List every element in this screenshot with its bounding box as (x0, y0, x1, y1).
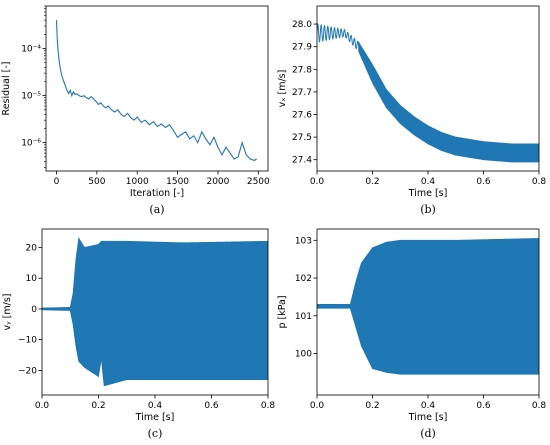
panel-c: 0.0 0.2 0.4 0.6 0.8 −20 −10 0 10 20 Time [s] vᵧ [m/… (2, 228, 276, 440)
x-tick-label: 0.0 (310, 401, 325, 411)
x-tick-label: 0.4 (148, 401, 163, 411)
y-tick-label: 100 (295, 350, 312, 360)
x-tick-label: 0.8 (532, 177, 547, 187)
x-tick-label: 0.0 (310, 177, 325, 187)
y-tick-label: −10 (18, 336, 37, 346)
y-tick-label: 103 (295, 236, 312, 246)
x-tick-label: 2000 (206, 177, 229, 187)
panel-caption: (a) (149, 203, 164, 216)
x-tick-label: 0.4 (421, 177, 436, 187)
x-axis-label: Iteration [-] (130, 188, 184, 199)
y-tick-label: 27.9 (292, 43, 312, 53)
series-line (55, 20, 257, 161)
x-tick-label: 0.6 (476, 177, 491, 187)
y-tick-label: 27.7 (292, 88, 312, 98)
plot-area (55, 20, 257, 161)
x-axis-label: Time [s] (135, 412, 175, 423)
x-tick-label: 0.2 (365, 401, 379, 411)
panel-a: 0 500 1000 1500 2000 2500 10⁻⁶ 10⁻⁵ 10⁻⁴ Iteratio… (1, 5, 270, 216)
y-tick-label: 10 (26, 274, 38, 284)
plot-area (317, 238, 539, 375)
y-axis-label: p [kPa] (277, 295, 288, 328)
x-tick-label: 0.0 (35, 401, 50, 411)
panel-caption: (d) (420, 427, 436, 440)
y-tick-label: 0 (31, 305, 37, 315)
x-axis-label: Time [s] (408, 412, 448, 423)
panel-d: 0.0 0.2 0.4 0.6 0.8 100 101 102 103 Time [s] p [kP… (277, 228, 547, 440)
y-tick-label: 101 (295, 312, 312, 322)
x-tick-label: 500 (88, 177, 105, 187)
plot-area (42, 237, 268, 387)
x-tick-label: 0.4 (421, 401, 436, 411)
x-tick-label: 0.8 (532, 401, 547, 411)
y-tick-label: −20 (18, 366, 37, 376)
y-tick-label: 10⁻⁴ (21, 45, 41, 55)
series-line-early (317, 23, 359, 50)
x-tick-label: 1500 (166, 177, 189, 187)
x-axis-label: Time [s] (408, 188, 448, 199)
y-tick-label: 20 (26, 243, 38, 253)
x-tick-label: 0 (54, 177, 60, 187)
plot-area (317, 23, 539, 163)
y-tick-label: 10⁻⁵ (21, 92, 41, 102)
panel-b: 0.0 0.2 0.4 0.6 0.8 27.4 27.5 27.6 27.7 27.8 27.9 2… (277, 5, 547, 216)
y-tick-label: 10⁻⁶ (21, 139, 41, 149)
panel-caption: (b) (420, 203, 436, 216)
axes-frame (45, 5, 269, 172)
y-tick-label: 27.6 (292, 110, 312, 120)
y-axis-label: Residual [-] (1, 62, 12, 116)
y-tick-label: 28.0 (292, 20, 312, 30)
y-tick-label: 27.8 (292, 65, 312, 75)
x-tick-label: 0.2 (365, 177, 379, 187)
y-axis-label: vₓ [m/s] (277, 70, 288, 108)
x-tick-label: 0.8 (261, 401, 276, 411)
y-tick-label: 27.5 (292, 133, 312, 143)
panel-caption: (c) (148, 427, 163, 440)
x-tick-label: 0.6 (476, 401, 491, 411)
y-axis-label: vᵧ [m/s] (2, 294, 13, 331)
x-tick-label: 0.2 (91, 401, 105, 411)
x-tick-label: 2500 (247, 177, 270, 187)
x-tick-label: 0.6 (204, 401, 219, 411)
series-band (358, 40, 539, 163)
x-tick-label: 1000 (126, 177, 149, 187)
y-tick-label: 27.4 (292, 156, 312, 166)
y-tick-label: 102 (295, 274, 312, 284)
series-band (317, 238, 539, 375)
series-band (42, 237, 268, 387)
